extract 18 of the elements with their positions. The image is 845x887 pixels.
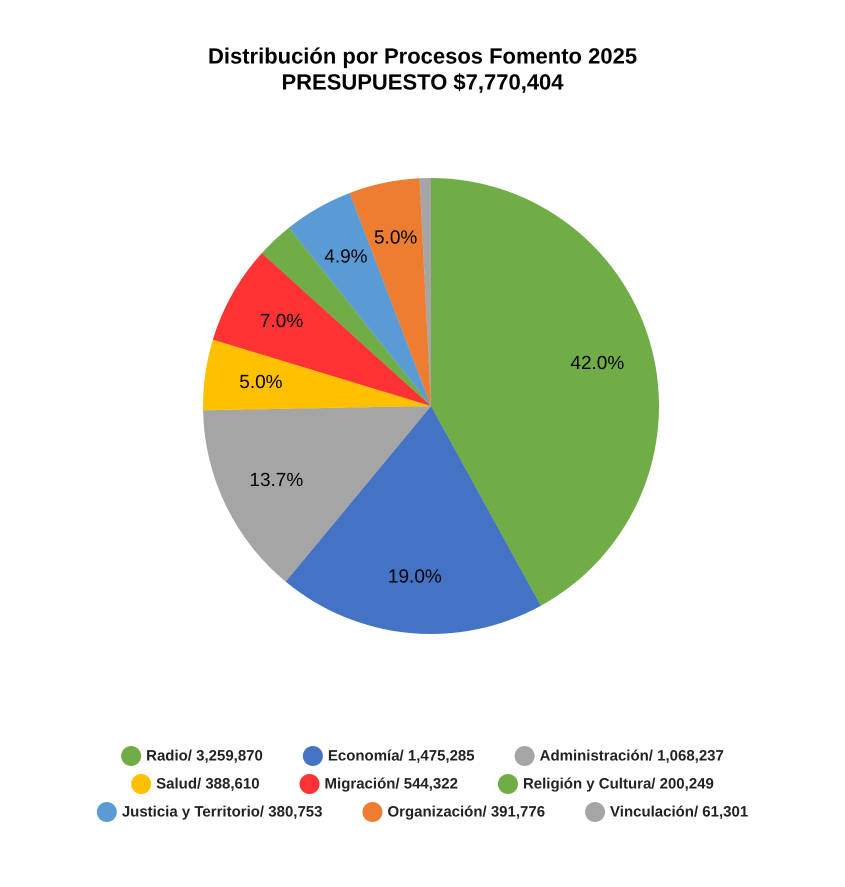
data-label: 19.0% bbox=[388, 566, 442, 588]
legend-label: Migración/ 544,322 bbox=[324, 776, 458, 792]
data-label: 5.0% bbox=[374, 227, 418, 248]
chart-subtitle: PRESUPUESTO $7,770,404 bbox=[281, 70, 564, 94]
legend-label: Justicia y Territorio/ 380,753 bbox=[122, 804, 322, 820]
legend-label: Radio/ 3,259,870 bbox=[146, 748, 263, 764]
data-label: 7.0% bbox=[260, 310, 304, 332]
chart-title: Distribución por Procesos Fomento 2025 bbox=[208, 44, 638, 68]
data-label: 5.0% bbox=[239, 372, 283, 393]
legend-label: Religión y Cultura/ 200,249 bbox=[522, 776, 714, 792]
legend-label: Vinculación/ 61,301 bbox=[610, 804, 748, 820]
data-label: 4.9% bbox=[324, 246, 368, 268]
legend-label: Administración/ 1,068,237 bbox=[540, 748, 724, 764]
legend-label: Organización/ 391,776 bbox=[387, 804, 546, 820]
legend-label: Salud/ 388,610 bbox=[156, 776, 260, 792]
legend-label: Economía/ 1,475,285 bbox=[328, 748, 475, 764]
data-label: 13.7% bbox=[249, 470, 304, 492]
data-label: 42.0% bbox=[570, 352, 624, 374]
